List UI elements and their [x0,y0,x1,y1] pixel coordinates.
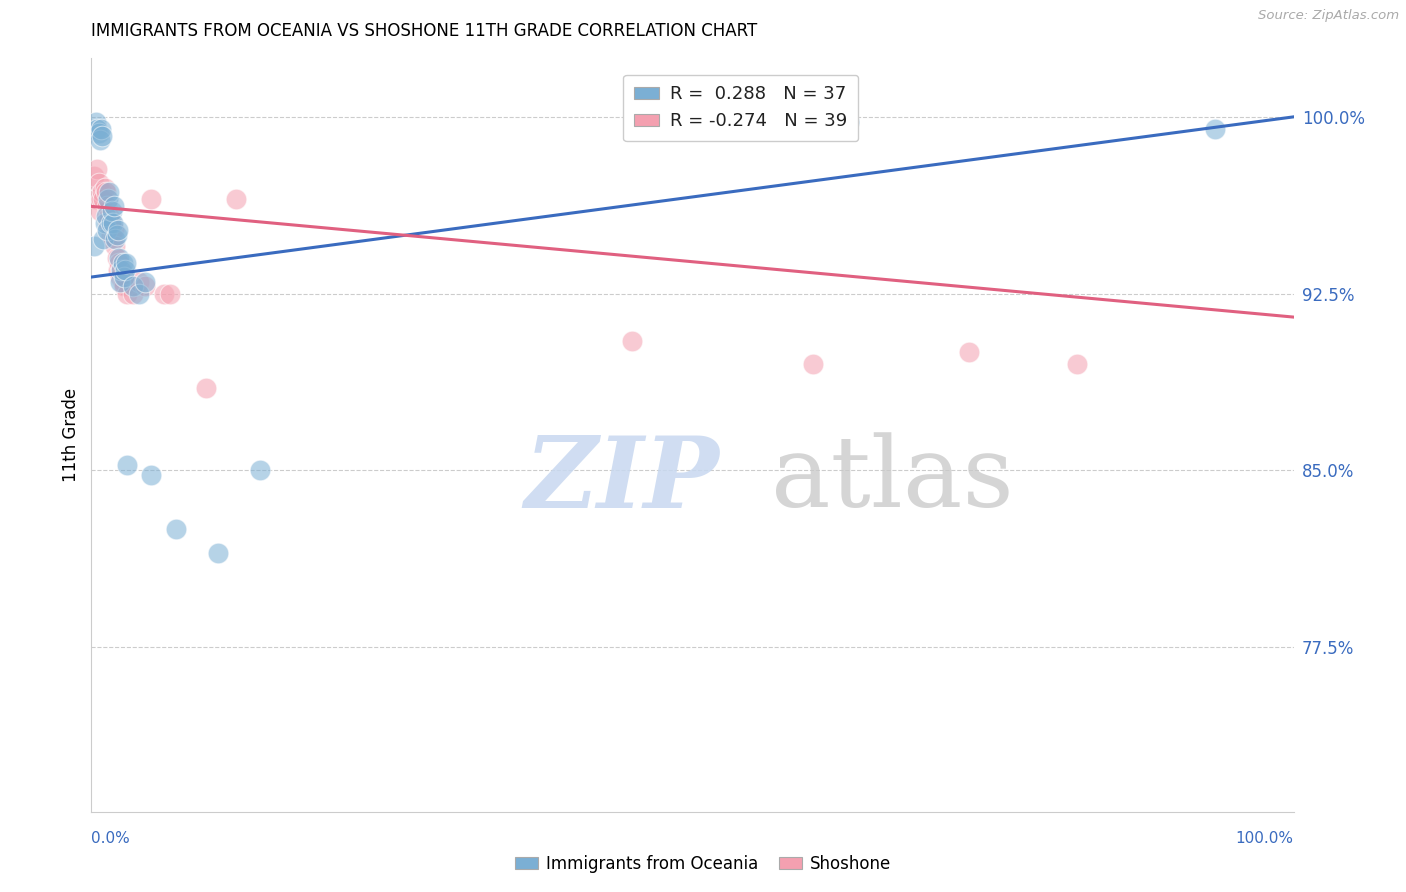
Point [90,121,112,136]
Point [110,270,132,285]
Point [111,256,134,270]
Point [957,345,980,359]
Point [152,286,174,301]
Point [86,121,108,136]
Point [110,275,132,289]
Point [112,270,135,285]
Point [107,263,129,277]
Point [101,216,124,230]
Point [134,279,156,293]
Point [194,381,217,395]
Point [87,127,110,141]
Point [838,114,860,128]
Point [100,227,122,242]
Point [89,133,111,147]
Point [93,216,115,230]
Point [104,232,127,246]
Point [91,186,114,200]
Point [101,204,124,219]
Point [112,279,135,293]
Point [89,204,111,219]
Point [94,209,117,223]
Point [141,467,163,482]
Point [117,458,139,473]
Point [128,275,150,289]
Point [1204,121,1226,136]
Point [122,286,145,301]
Point [207,546,229,560]
Text: ZIP: ZIP [524,432,718,528]
Text: 100.0%: 100.0% [1236,830,1294,846]
Legend: Immigrants from Oceania, Shoshone: Immigrants from Oceania, Shoshone [508,848,898,880]
Y-axis label: 11th Grade: 11th Grade [62,388,80,482]
Point [101,232,124,246]
Point [96,199,118,213]
Point [128,286,150,301]
Point [86,161,108,176]
Point [108,251,131,265]
Point [83,239,105,253]
Point [103,199,125,213]
Text: IMMIGRANTS FROM OCEANIA VS SHOSHONE 11TH GRADE CORRELATION CHART: IMMIGRANTS FROM OCEANIA VS SHOSHONE 11TH… [91,22,758,40]
Point [105,227,128,242]
Point [107,223,129,237]
Point [98,186,121,200]
Point [110,263,132,277]
Point [225,192,247,206]
Point [90,192,112,206]
Legend: R =  0.288   N = 37, R = -0.274   N = 39: R = 0.288 N = 37, R = -0.274 N = 39 [623,75,859,141]
Point [117,286,139,301]
Point [114,270,136,285]
Point [101,216,124,230]
Point [97,192,120,206]
Point [100,216,122,230]
Point [93,192,115,206]
Text: atlas: atlas [770,433,1014,528]
Text: 0.0%: 0.0% [91,830,131,846]
Point [110,263,132,277]
Point [97,216,120,230]
Point [103,223,125,237]
Point [87,176,110,190]
Point [96,223,118,237]
Point [249,463,271,477]
Point [94,186,117,200]
Point [122,279,145,293]
Text: Source: ZipAtlas.com: Source: ZipAtlas.com [1258,9,1399,22]
Point [141,192,163,206]
Point [93,232,115,246]
Point [621,334,644,348]
Point [115,256,138,270]
Point [84,114,107,128]
Point [111,275,134,289]
Point [165,522,187,536]
Point [105,251,128,265]
Point [98,209,121,223]
Point [801,357,824,371]
Point [1066,357,1088,371]
Point [114,263,136,277]
Point [159,286,181,301]
Point [104,239,127,253]
Point [134,275,156,289]
Point [84,192,107,206]
Point [108,256,131,270]
Point [91,128,114,143]
Point [93,180,115,194]
Point [83,169,105,183]
